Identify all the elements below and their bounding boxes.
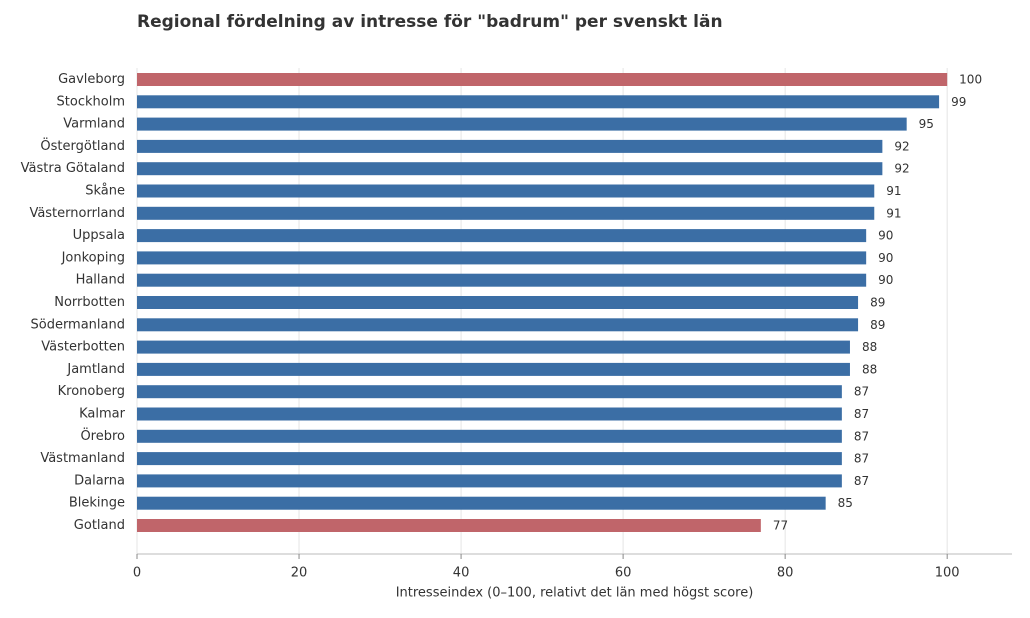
- bar: [137, 519, 761, 532]
- category-label: Kronoberg: [58, 384, 125, 399]
- bar: [137, 229, 867, 243]
- category-label: Varmland: [63, 117, 125, 132]
- bar: [137, 340, 850, 354]
- x-axis-title: Intresseindex (0–100, relativt det län m…: [396, 586, 754, 601]
- x-tick-label: 0: [133, 566, 141, 581]
- category-label: Stockholm: [57, 94, 125, 109]
- category-label: Jamtland: [66, 362, 125, 377]
- value-label: 87: [854, 452, 869, 466]
- x-tick-label: 60: [615, 566, 632, 581]
- value-label: 90: [878, 273, 893, 287]
- value-label: 92: [894, 162, 909, 176]
- category-label: Kalmar: [79, 407, 126, 422]
- bar: [137, 452, 842, 466]
- bar: [137, 318, 859, 332]
- category-label: Norrbotten: [54, 295, 125, 310]
- value-label: 90: [878, 251, 893, 265]
- value-label: 87: [854, 429, 869, 443]
- x-tick-label: 40: [453, 566, 470, 581]
- bar: [137, 362, 850, 376]
- bar: [137, 251, 867, 265]
- value-label: 91: [886, 206, 901, 220]
- category-label: Östergötland: [40, 137, 125, 154]
- x-tick-label: 100: [935, 566, 960, 581]
- category-label: Gavleborg: [58, 72, 125, 87]
- value-label: 87: [854, 407, 869, 421]
- value-label: 85: [838, 496, 853, 510]
- chart-title: Regional fördelning av intresse för "bad…: [137, 12, 723, 32]
- bar: [137, 139, 883, 153]
- value-label: 100: [959, 73, 982, 87]
- value-label: 77: [773, 519, 788, 533]
- bar: [137, 407, 842, 421]
- bar: [137, 184, 875, 198]
- value-label: 92: [894, 139, 909, 153]
- category-label: Södermanland: [30, 317, 125, 332]
- bar: [137, 73, 948, 86]
- bar: [137, 162, 883, 176]
- bar: [137, 496, 826, 510]
- bar: [137, 474, 842, 488]
- category-label: Uppsala: [73, 228, 125, 243]
- bar: [137, 273, 867, 287]
- category-label: Västerbotten: [41, 340, 125, 355]
- category-label: Dalarna: [74, 473, 125, 488]
- bar: [137, 429, 842, 443]
- category-label: Västernorrland: [29, 206, 125, 221]
- category-label: Halland: [76, 273, 125, 288]
- value-label: 90: [878, 229, 893, 243]
- value-label: 87: [854, 385, 869, 399]
- category-label: Skåne: [85, 184, 125, 199]
- value-label: 87: [854, 474, 869, 488]
- x-tick-label: 80: [777, 566, 794, 581]
- category-label: Jonkoping: [61, 250, 125, 265]
- value-label: 88: [862, 362, 877, 376]
- bar: [137, 117, 907, 131]
- bar: [137, 296, 859, 309]
- bar: [137, 95, 940, 109]
- value-label: 89: [870, 296, 885, 310]
- value-label: 88: [862, 340, 877, 354]
- category-label: Blekinge: [69, 496, 125, 511]
- x-tick-label: 20: [291, 566, 308, 581]
- category-label: Gotland: [74, 518, 125, 533]
- value-label: 95: [919, 117, 934, 131]
- value-label: 89: [870, 318, 885, 332]
- value-label: 99: [951, 95, 966, 109]
- category-label: Västra Götaland: [21, 161, 125, 176]
- bar: [137, 206, 875, 220]
- category-label: Örebro: [80, 427, 125, 444]
- bar: [137, 385, 842, 399]
- category-label: Västmanland: [40, 451, 125, 466]
- value-label: 91: [886, 184, 901, 198]
